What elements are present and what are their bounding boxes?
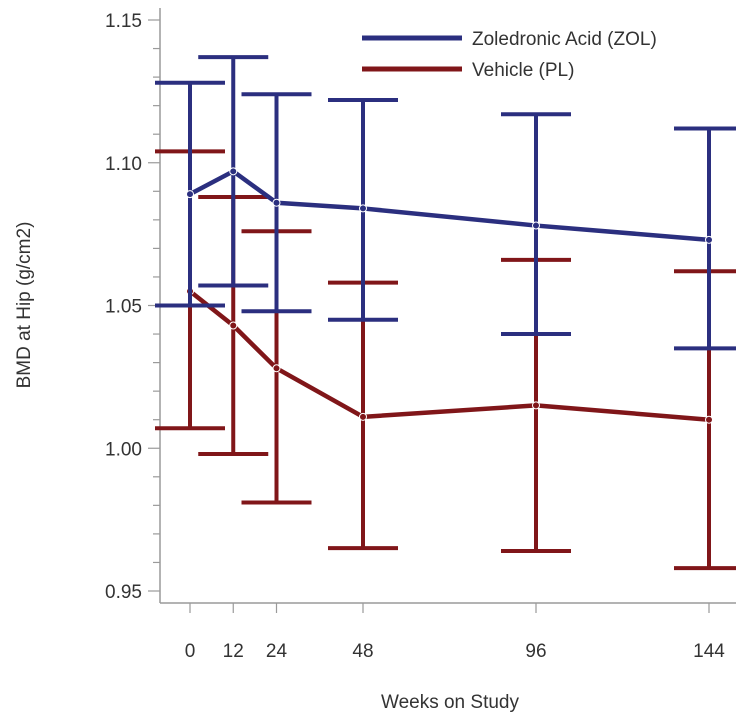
y-axis-label: BMD at Hip (g/cm2) <box>14 222 35 389</box>
data-point <box>705 415 713 424</box>
data-point <box>359 204 367 213</box>
y-tick-label: 1.10 <box>105 154 142 175</box>
data-point <box>359 412 367 421</box>
x-tick-label: 0 <box>185 641 196 662</box>
x-axis-label: Weeks on Study <box>381 692 520 713</box>
axes: 0.95 1.00 1.05 1.10 1.15 0 12 24 48 96 144 <box>105 8 736 662</box>
data-point <box>186 190 194 199</box>
data-point <box>272 198 281 207</box>
x-tick-label: 96 <box>525 641 546 662</box>
y-tick-label: 1.15 <box>105 11 142 32</box>
series-0 <box>155 55 736 351</box>
legend-label: Vehicle (PL) <box>472 60 574 81</box>
data-point <box>272 364 281 373</box>
data-point <box>705 235 713 244</box>
data-point <box>532 221 540 230</box>
y-tick-label: 1.05 <box>105 297 142 318</box>
y-tick-label: 0.95 <box>105 582 142 603</box>
x-tick-label: 144 <box>693 641 725 662</box>
series-line <box>188 169 710 243</box>
data-point <box>229 167 238 176</box>
x-tick-label: 12 <box>223 641 244 662</box>
x-tick-label: 24 <box>266 641 288 662</box>
data-point <box>229 321 238 330</box>
y-tick-label: 1.00 <box>105 439 142 460</box>
legend-label: Zoledronic Acid (ZOL) <box>472 29 657 50</box>
series-layer <box>155 55 736 571</box>
x-tick-label: 48 <box>352 641 373 662</box>
legend: Zoledronic Acid (ZOL) Vehicle (PL) <box>362 29 657 81</box>
series-line <box>188 289 710 422</box>
data-point <box>532 401 540 410</box>
series-1 <box>155 149 736 571</box>
